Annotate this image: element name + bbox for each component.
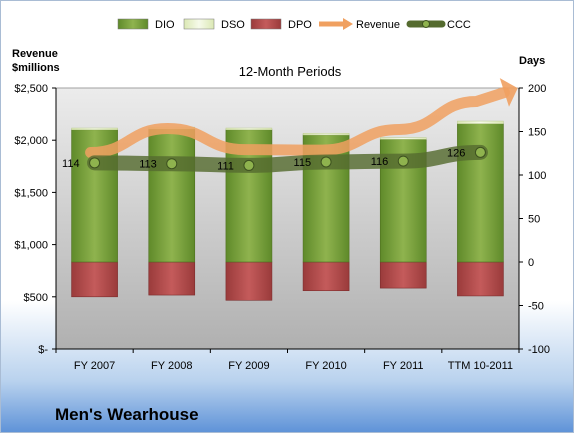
legend-swatch-dio [117, 18, 149, 30]
ccc-data-label: 126 [447, 147, 465, 159]
right-tick-label: 150 [528, 127, 546, 139]
x-tick-label: FY 2011 [383, 360, 424, 372]
right-tick-label: -50 [528, 301, 544, 313]
legend-swatch-dpo [250, 18, 282, 30]
bar-dpo [457, 261, 504, 297]
ccc-line [87, 144, 488, 173]
ccc-data-label: 111 [217, 160, 234, 172]
left-axis-label-line2: $millions [12, 62, 60, 74]
bar-dpo [71, 261, 118, 298]
bar-dso [380, 137, 427, 140]
x-tick-label: TTM 10-2011 [448, 360, 513, 372]
revenue-arrowhead [499, 78, 518, 107]
legend-label-ccc: CCC [447, 19, 471, 31]
ccc-data-label: 114 [62, 158, 80, 170]
bar-dpo [148, 261, 196, 296]
bar-dso [457, 120, 504, 124]
legend-label-revenue: Revenue [356, 19, 400, 31]
legend: DIO DSO DPO Revenue CCC [117, 18, 471, 31]
right-tick-label: 0 [528, 257, 534, 269]
bar-dpo [302, 261, 350, 292]
bar-dio [148, 128, 196, 263]
right-tick-label: 50 [528, 214, 540, 226]
left-tick-label: $2,500 [14, 83, 48, 95]
ccc-data-label: 113 [139, 159, 157, 171]
left-axis-label-line1: Revenue [12, 48, 58, 60]
revenue-line [85, 86, 510, 159]
right-tick-label: -100 [528, 344, 550, 356]
left-tick-label: $1,500 [14, 187, 48, 199]
right-axis-label: Days [519, 55, 545, 67]
ccc-point [89, 157, 101, 169]
ccc-point [474, 146, 486, 158]
legend-swatch-dso [183, 18, 215, 30]
right-tick-label: 100 [528, 170, 546, 182]
ccc-point [243, 159, 255, 171]
left-tick-label: $500 [24, 292, 48, 304]
legend-swatch-ccc-point [422, 20, 430, 28]
legend-label-dio: DIO [155, 19, 175, 31]
bar-dso [71, 127, 118, 131]
left-tick-label: $- [38, 344, 48, 356]
right-tick-label: 200 [528, 83, 546, 95]
ccc-point [320, 156, 332, 168]
legend-label-dpo: DPO [288, 19, 312, 31]
ccc-point [397, 155, 409, 167]
bar-dpo [225, 261, 273, 301]
legend-swatch-revenue-head [343, 18, 353, 30]
plot-area [55, 87, 520, 350]
bar-dpo [379, 261, 427, 289]
bar-dso [302, 132, 350, 136]
legend-label-dso: DSO [221, 19, 245, 31]
x-tick-label: FY 2007 [74, 360, 115, 372]
x-tick-label: FY 2010 [305, 360, 346, 372]
company-title: Men's Wearhouse [55, 405, 199, 424]
ccc-point [166, 158, 178, 170]
left-tick-label: $2,000 [14, 135, 48, 147]
x-tick-label: FY 2008 [151, 360, 192, 372]
ccc-data-label: 115 [294, 157, 312, 169]
left-tick-label: $1,000 [14, 240, 48, 252]
chart-title: 12-Month Periods [239, 64, 342, 79]
bar-dio [457, 123, 504, 263]
ccc-data-label: 116 [371, 156, 389, 168]
bar-dso [225, 127, 273, 131]
x-tick-label: FY 2009 [228, 360, 269, 372]
